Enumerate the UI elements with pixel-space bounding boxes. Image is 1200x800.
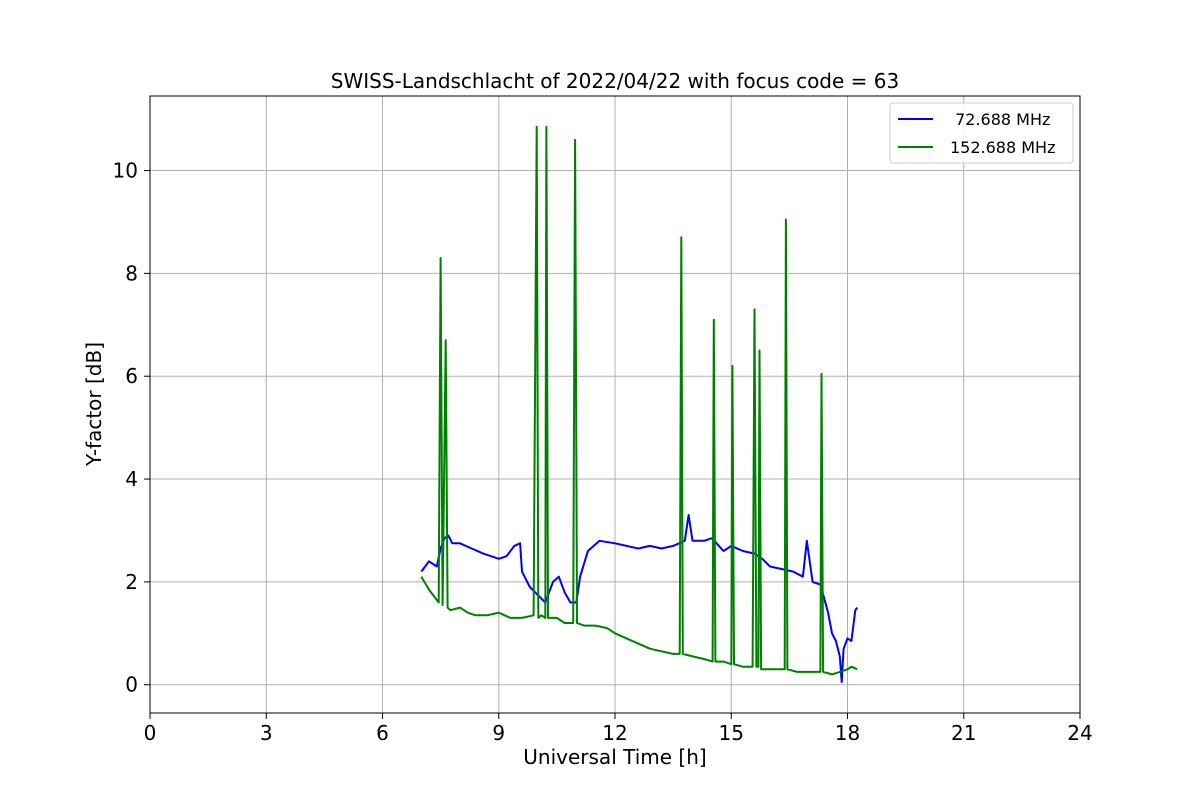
x-tick-label: 18 — [835, 721, 860, 745]
x-tick-label: 12 — [602, 721, 627, 745]
grid — [149, 96, 1081, 713]
y-axis-label: Y-factor [dB] — [82, 342, 106, 467]
x-tick-label: 0 — [144, 721, 157, 745]
y-tick-label: 6 — [125, 364, 138, 388]
series-line-152mhz — [420, 125, 858, 676]
x-axis-label: Universal Time [h] — [523, 745, 706, 769]
series-line-72mhz — [420, 514, 859, 684]
chart-title: SWISS-Landschlacht of 2022/04/22 with fo… — [331, 69, 899, 93]
x-tick-label: 21 — [951, 721, 976, 745]
legend-box — [889, 102, 1074, 164]
legend: 72.688 MHz 152.688 MHz — [889, 102, 1074, 164]
x-tick-label: 24 — [1067, 721, 1092, 745]
y-tick-label: 10 — [113, 159, 138, 183]
x-tick-label: 3 — [260, 721, 273, 745]
x-tick-label: 9 — [492, 721, 505, 745]
series-layer — [420, 125, 859, 684]
x-tick-label: 15 — [719, 721, 744, 745]
legend-label-72mhz: 72.688 MHz — [950, 110, 1050, 129]
legend-label-152mhz: 152.688 MHz — [950, 138, 1055, 157]
x-tick-label: 6 — [376, 721, 389, 745]
y-tick-label: 0 — [125, 673, 138, 697]
y-tick-label: 8 — [125, 261, 138, 285]
y-tick-label: 2 — [125, 570, 138, 594]
y-tick-label: 4 — [125, 467, 138, 491]
